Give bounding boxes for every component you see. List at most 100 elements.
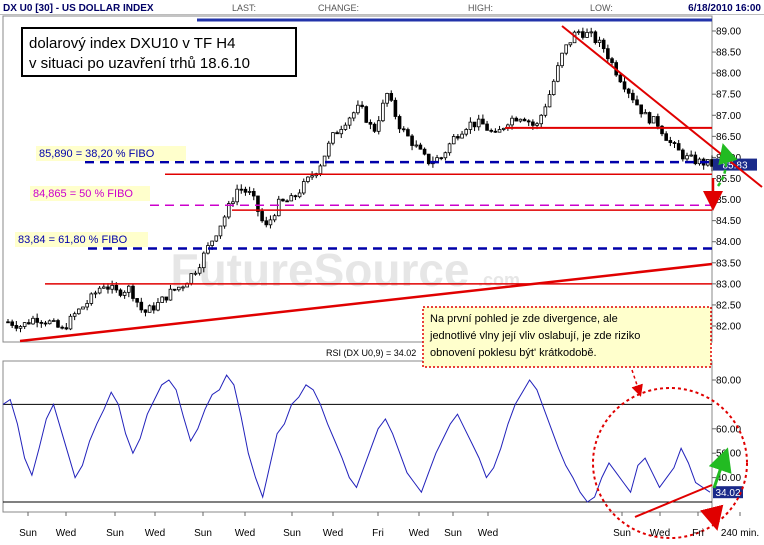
price-candle-body [589, 31, 593, 34]
comment-pointer-arrow [631, 369, 643, 397]
price-candle-body [447, 143, 452, 154]
price-candle-body [643, 112, 648, 115]
price-candle-body [635, 99, 639, 106]
price-candle-body [622, 81, 627, 90]
price-candle-body [256, 195, 260, 212]
price-candle-body [27, 322, 31, 325]
price-candle-body [335, 132, 339, 135]
price-candle-body [106, 286, 110, 290]
rsi-line [2, 374, 711, 503]
note-box [21, 27, 297, 77]
price-candle-body [47, 320, 52, 325]
price-candle-body [60, 326, 64, 329]
comment-line-3: obnovení poklesu být' krátkodobě. [430, 347, 597, 359]
price-candle-body [97, 287, 102, 294]
price-candle-body [114, 284, 119, 291]
quote-header [0, 0, 764, 15]
price-candle-body [576, 31, 581, 34]
price-candle-body [193, 272, 198, 275]
price-candle-body [597, 39, 602, 43]
price-candle-body [601, 39, 606, 50]
price-candle-body [293, 195, 298, 198]
x-tick-label: Sun [19, 528, 37, 539]
price-candle-body [131, 285, 135, 299]
price-candle-body [660, 125, 664, 135]
price-candle-body [418, 144, 423, 150]
price-candle-body [156, 302, 160, 311]
price-candle-body [147, 305, 152, 313]
header-low-label: LOW: [590, 3, 613, 13]
price-candle-body [210, 240, 214, 246]
price-candle-body [456, 136, 460, 139]
price-y-tick-label: 82.50 [716, 300, 741, 311]
price-candle-body [6, 321, 10, 324]
price-candle-body [651, 116, 656, 124]
header-last-label: LAST: [232, 3, 256, 13]
price-candle-body [618, 74, 623, 83]
price-candle-body [81, 306, 85, 310]
fibo-38-label-bg [36, 146, 186, 161]
price-candle-body [77, 308, 81, 315]
price-candle-body [426, 153, 431, 165]
price-candle-body [360, 104, 364, 108]
price-candle-body [397, 116, 402, 130]
price-candle-body [476, 118, 481, 128]
price-candle-body [364, 106, 369, 123]
price-candle-body [689, 154, 693, 157]
price-candle-body [410, 135, 414, 146]
price-candle-body [68, 315, 73, 330]
price-candle-body [168, 288, 173, 301]
price-y-tick-label: 87.00 [716, 111, 741, 122]
price-candle-body [493, 130, 498, 133]
price-candle-body [356, 104, 360, 114]
price-y-tick-label: 86.50 [716, 132, 741, 143]
price-candle-body [685, 155, 689, 160]
rsi-divergence-line [634, 484, 713, 518]
price-candle-body [451, 136, 456, 145]
price-candle-body [656, 116, 660, 127]
price-candle-body [143, 309, 148, 313]
x-tick-label: Sun [613, 528, 631, 539]
price-candle-body [472, 121, 477, 128]
comment-line-1: Na první pohled je zde divergence, ale [430, 313, 618, 325]
rsi-highlight-circle [592, 387, 748, 539]
price-candle-body [243, 188, 248, 193]
price-candle-body [543, 106, 548, 116]
note-line-2: v situaci po uzavření trhů 18.6.10 [29, 55, 250, 72]
price-candle-body [401, 128, 406, 131]
price-candle-body [693, 154, 698, 165]
x-tick-label: Wed [409, 528, 429, 539]
price-y-tick-label: 84.50 [716, 216, 741, 227]
price-candle-body [518, 118, 523, 122]
price-candle-body [231, 201, 235, 204]
price-candle-body [385, 93, 389, 104]
price-candle-body [422, 148, 427, 155]
price-candle-body [664, 133, 668, 141]
x-tick-label: Wed [478, 528, 498, 539]
price-candle-body [139, 301, 144, 311]
price-candle-body [526, 120, 531, 123]
price-candle-body [72, 313, 77, 317]
price-candle-body [631, 92, 635, 101]
price-candle-body [56, 320, 60, 328]
price-candle-body [118, 289, 123, 296]
price-candle-body [339, 129, 344, 135]
fibo-38-label: 85,890 = 38,20 % FIBO [39, 148, 155, 160]
fibo-50-label-bg [30, 186, 150, 201]
price-candle-body [551, 80, 556, 95]
x-tick-label: Wed [323, 528, 343, 539]
rsi-last-badge [713, 486, 743, 499]
price-candle-body [264, 220, 269, 226]
price-candle-body [326, 142, 331, 157]
price-candle-body [522, 118, 527, 122]
price-candle-body [464, 129, 469, 135]
price-candle-body [460, 133, 464, 139]
price-candle-body [581, 31, 585, 38]
price-candle-body [439, 157, 444, 160]
price-candle-body [610, 58, 614, 63]
price-candle-body [39, 321, 44, 324]
price-candle-body [564, 44, 569, 54]
price-candle-body [514, 117, 519, 122]
rsi-y-tick-label: 80.00 [716, 376, 741, 387]
